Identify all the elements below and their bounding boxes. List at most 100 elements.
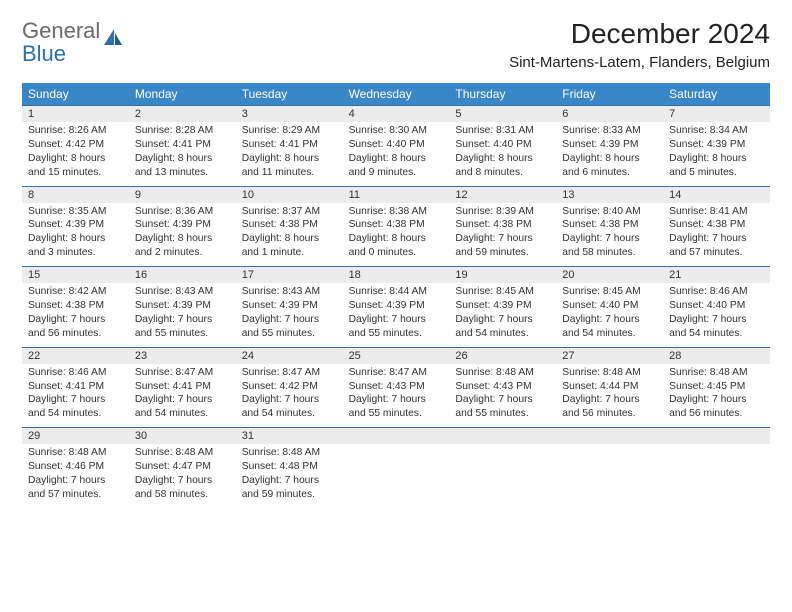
sunset-text: Sunset: 4:38 PM (669, 218, 764, 232)
sunset-text: Sunset: 4:38 PM (562, 218, 657, 232)
daylight-line-2: and 2 minutes. (135, 246, 230, 260)
empty-day-cell (663, 427, 770, 508)
day-body (343, 444, 450, 498)
daylight-line-1: Daylight: 7 hours (562, 232, 657, 246)
sunrise-text: Sunrise: 8:34 AM (669, 124, 764, 138)
day-cell: 20Sunrise: 8:45 AMSunset: 4:40 PMDayligh… (556, 266, 663, 347)
day-body: Sunrise: 8:35 AMSunset: 4:39 PMDaylight:… (22, 203, 129, 267)
day-cell: 16Sunrise: 8:43 AMSunset: 4:39 PMDayligh… (129, 266, 236, 347)
day-body: Sunrise: 8:37 AMSunset: 4:38 PMDaylight:… (236, 203, 343, 267)
day-body: Sunrise: 8:33 AMSunset: 4:39 PMDaylight:… (556, 122, 663, 186)
daylight-line-2: and 56 minutes. (28, 327, 123, 341)
day-cell: 11Sunrise: 8:38 AMSunset: 4:38 PMDayligh… (343, 186, 450, 267)
day-number: 4 (343, 105, 450, 122)
daylight-line-1: Daylight: 7 hours (455, 232, 550, 246)
weekday-header: Friday (556, 83, 663, 105)
day-number: 5 (449, 105, 556, 122)
daylight-line-2: and 55 minutes. (349, 327, 444, 341)
daylight-line-1: Daylight: 8 hours (135, 232, 230, 246)
daylight-line-2: and 55 minutes. (242, 327, 337, 341)
sunset-text: Sunset: 4:43 PM (349, 380, 444, 394)
day-number: 2 (129, 105, 236, 122)
daylight-line-2: and 15 minutes. (28, 166, 123, 180)
day-body: Sunrise: 8:48 AMSunset: 4:47 PMDaylight:… (129, 444, 236, 508)
day-number: 22 (22, 347, 129, 364)
day-body: Sunrise: 8:47 AMSunset: 4:43 PMDaylight:… (343, 364, 450, 428)
day-cell: 22Sunrise: 8:46 AMSunset: 4:41 PMDayligh… (22, 347, 129, 428)
day-body: Sunrise: 8:46 AMSunset: 4:41 PMDaylight:… (22, 364, 129, 428)
day-cell: 10Sunrise: 8:37 AMSunset: 4:38 PMDayligh… (236, 186, 343, 267)
weeks-container: 1Sunrise: 8:26 AMSunset: 4:42 PMDaylight… (22, 105, 770, 508)
daylight-line-2: and 5 minutes. (669, 166, 764, 180)
day-body: Sunrise: 8:34 AMSunset: 4:39 PMDaylight:… (663, 122, 770, 186)
day-cell: 24Sunrise: 8:47 AMSunset: 4:42 PMDayligh… (236, 347, 343, 428)
daylight-line-2: and 57 minutes. (28, 488, 123, 502)
day-number: 30 (129, 427, 236, 444)
daylight-line-1: Daylight: 7 hours (135, 393, 230, 407)
sunrise-text: Sunrise: 8:43 AM (135, 285, 230, 299)
weekday-header-row: SundayMondayTuesdayWednesdayThursdayFrid… (22, 83, 770, 105)
day-number: 20 (556, 266, 663, 283)
daylight-line-2: and 54 minutes. (28, 407, 123, 421)
day-body: Sunrise: 8:44 AMSunset: 4:39 PMDaylight:… (343, 283, 450, 347)
daylight-line-1: Daylight: 8 hours (562, 152, 657, 166)
daylight-line-2: and 3 minutes. (28, 246, 123, 260)
day-body: Sunrise: 8:48 AMSunset: 4:45 PMDaylight:… (663, 364, 770, 428)
day-cell: 31Sunrise: 8:48 AMSunset: 4:48 PMDayligh… (236, 427, 343, 508)
sunset-text: Sunset: 4:39 PM (349, 299, 444, 313)
daylight-line-1: Daylight: 7 hours (562, 313, 657, 327)
daylight-line-1: Daylight: 7 hours (562, 393, 657, 407)
daylight-line-2: and 1 minute. (242, 246, 337, 260)
day-body: Sunrise: 8:46 AMSunset: 4:40 PMDaylight:… (663, 283, 770, 347)
daylight-line-1: Daylight: 8 hours (28, 152, 123, 166)
sunset-text: Sunset: 4:44 PM (562, 380, 657, 394)
day-number: 12 (449, 186, 556, 203)
daylight-line-2: and 13 minutes. (135, 166, 230, 180)
page-header: General Blue December 2024 Sint-Martens-… (22, 18, 770, 71)
sunrise-text: Sunrise: 8:44 AM (349, 285, 444, 299)
day-cell: 8Sunrise: 8:35 AMSunset: 4:39 PMDaylight… (22, 186, 129, 267)
day-body: Sunrise: 8:39 AMSunset: 4:38 PMDaylight:… (449, 203, 556, 267)
day-body: Sunrise: 8:29 AMSunset: 4:41 PMDaylight:… (236, 122, 343, 186)
sunset-text: Sunset: 4:41 PM (242, 138, 337, 152)
day-body: Sunrise: 8:31 AMSunset: 4:40 PMDaylight:… (449, 122, 556, 186)
day-cell: 15Sunrise: 8:42 AMSunset: 4:38 PMDayligh… (22, 266, 129, 347)
day-body: Sunrise: 8:36 AMSunset: 4:39 PMDaylight:… (129, 203, 236, 267)
daylight-line-1: Daylight: 7 hours (28, 313, 123, 327)
daylight-line-2: and 58 minutes. (135, 488, 230, 502)
day-cell: 23Sunrise: 8:47 AMSunset: 4:41 PMDayligh… (129, 347, 236, 428)
sunset-text: Sunset: 4:39 PM (562, 138, 657, 152)
empty-day-cell (449, 427, 556, 508)
day-number: 15 (22, 266, 129, 283)
sunset-text: Sunset: 4:42 PM (28, 138, 123, 152)
day-body (449, 444, 556, 498)
brand-word-2: Blue (22, 41, 66, 66)
daylight-line-1: Daylight: 8 hours (135, 152, 230, 166)
day-number: 3 (236, 105, 343, 122)
week-row: 15Sunrise: 8:42 AMSunset: 4:38 PMDayligh… (22, 266, 770, 347)
day-number: 24 (236, 347, 343, 364)
calendar-page: General Blue December 2024 Sint-Martens-… (0, 0, 792, 526)
sunset-text: Sunset: 4:42 PM (242, 380, 337, 394)
day-body: Sunrise: 8:41 AMSunset: 4:38 PMDaylight:… (663, 203, 770, 267)
day-number: 21 (663, 266, 770, 283)
daylight-line-1: Daylight: 7 hours (349, 393, 444, 407)
daylight-line-1: Daylight: 7 hours (135, 313, 230, 327)
daylight-line-2: and 54 minutes. (135, 407, 230, 421)
daylight-line-1: Daylight: 7 hours (349, 313, 444, 327)
sunrise-text: Sunrise: 8:47 AM (135, 366, 230, 380)
sunset-text: Sunset: 4:38 PM (28, 299, 123, 313)
day-number: 28 (663, 347, 770, 364)
day-number: 16 (129, 266, 236, 283)
sunrise-text: Sunrise: 8:46 AM (28, 366, 123, 380)
day-cell: 14Sunrise: 8:41 AMSunset: 4:38 PMDayligh… (663, 186, 770, 267)
day-number (663, 427, 770, 444)
day-cell: 1Sunrise: 8:26 AMSunset: 4:42 PMDaylight… (22, 105, 129, 186)
day-cell: 5Sunrise: 8:31 AMSunset: 4:40 PMDaylight… (449, 105, 556, 186)
sunrise-text: Sunrise: 8:38 AM (349, 205, 444, 219)
sunset-text: Sunset: 4:46 PM (28, 460, 123, 474)
daylight-line-2: and 54 minutes. (455, 327, 550, 341)
day-body: Sunrise: 8:28 AMSunset: 4:41 PMDaylight:… (129, 122, 236, 186)
day-body: Sunrise: 8:42 AMSunset: 4:38 PMDaylight:… (22, 283, 129, 347)
daylight-line-1: Daylight: 8 hours (349, 152, 444, 166)
